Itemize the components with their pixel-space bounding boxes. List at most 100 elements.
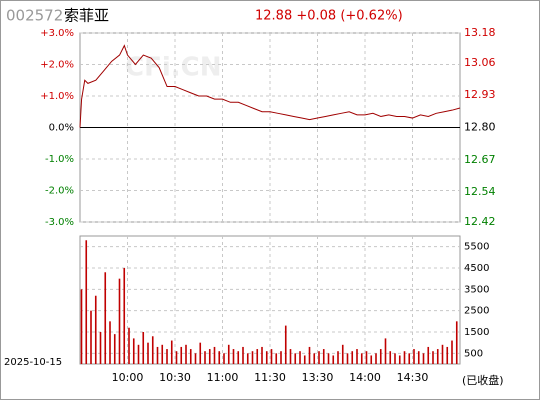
date: 2025-10-15 — [4, 357, 62, 368]
y-tick-label: -1.0% — [45, 154, 74, 165]
volume-bar — [356, 349, 358, 364]
volume-bar — [318, 351, 320, 364]
volume-bar — [185, 344, 187, 364]
x-tick-label: 13:30 — [302, 371, 334, 384]
volume-bar — [441, 344, 444, 364]
volume-bar — [237, 351, 240, 364]
volume-bar — [455, 321, 458, 364]
volume-bar — [104, 272, 107, 364]
volume-bar — [379, 349, 382, 364]
volume-bar — [208, 349, 211, 364]
volume-bar — [384, 338, 387, 364]
y-tick-label: +1.0% — [40, 91, 74, 102]
y2-tick-label: 12.80 — [464, 121, 496, 134]
volume-bar — [213, 346, 216, 364]
y2-tick-label: 12.93 — [464, 88, 496, 101]
volume-bar — [270, 349, 273, 364]
y-tick-label: 1500 — [464, 327, 489, 338]
volume-bar — [94, 295, 97, 364]
volume-bar — [175, 351, 178, 364]
stock-name: 索菲亚 — [64, 7, 109, 25]
y2-tick-label: 13.06 — [464, 56, 496, 69]
volume-bar — [427, 346, 430, 364]
volume-bar — [351, 351, 354, 364]
volume-bar — [394, 353, 396, 364]
volume-bar — [109, 321, 111, 364]
volume-bar — [408, 353, 411, 364]
x-tick-label: 11:00 — [207, 371, 239, 384]
volume-bar — [256, 349, 259, 364]
volume-bar — [223, 353, 225, 364]
y2-tick-label: 13.18 — [464, 26, 496, 39]
volume-bar — [128, 327, 130, 364]
volume-bar — [446, 346, 449, 364]
volume-bar — [432, 351, 434, 364]
volume-bar — [346, 353, 349, 364]
volume-bar — [337, 351, 339, 364]
volume-bar — [132, 338, 135, 364]
volume-bar — [90, 310, 92, 364]
y2-tick-label: 12.54 — [464, 185, 496, 198]
volume-bar — [251, 351, 254, 364]
volume-bar — [341, 344, 344, 364]
volume-bar — [189, 349, 192, 364]
y-tick-label: 3500 — [464, 284, 489, 295]
x-tick-label: 11:30 — [254, 371, 286, 384]
volume-bar — [360, 353, 363, 364]
volume-bar — [246, 353, 249, 364]
y-tick-label: +2.0% — [40, 60, 74, 71]
volume-bar — [99, 332, 102, 364]
volume-bar — [232, 349, 235, 364]
volume-bar — [389, 351, 392, 364]
volume-bar — [199, 342, 202, 364]
y-tick-label: 4500 — [464, 263, 489, 274]
quote: 12.88 +0.08 (+0.62%) — [255, 9, 403, 24]
volume-bar — [284, 325, 287, 364]
volume-bar — [137, 344, 140, 364]
volume-bar — [327, 353, 330, 364]
volume-bar — [403, 351, 406, 364]
volume-bar — [156, 346, 159, 364]
volume-bar — [294, 353, 297, 364]
volume-bar — [194, 353, 197, 364]
volume-bar — [80, 289, 83, 364]
volume-bar — [85, 240, 88, 364]
y-tick-label: -3.0% — [45, 217, 74, 228]
volume-bar — [166, 349, 168, 364]
volume-bar — [118, 278, 121, 364]
volume-bar — [218, 351, 221, 364]
x-tick-label: 10:30 — [159, 371, 191, 384]
volume-bar — [322, 349, 325, 364]
price-line — [79, 44, 461, 128]
volume-bar — [289, 349, 292, 364]
volume-bar — [227, 344, 230, 364]
volume-bar — [365, 351, 368, 364]
y-tick-label: -2.0% — [45, 186, 74, 197]
volume-bar — [332, 355, 335, 364]
x-tick-label: 14:30 — [397, 371, 429, 384]
y-tick-label: 5500 — [464, 242, 489, 253]
volume-bar — [275, 353, 278, 364]
volume-bar — [265, 351, 268, 364]
y2-tick-label: 12.67 — [464, 153, 496, 166]
x-tick-label: 10:00 — [112, 371, 144, 384]
watermark: CFi.CN — [125, 53, 221, 83]
volume-bar — [180, 346, 183, 364]
y-tick-label: 2500 — [464, 306, 489, 317]
volume-bar — [370, 355, 373, 364]
volume-bar — [313, 353, 316, 364]
volume-bar — [151, 336, 154, 364]
volume-bar — [113, 334, 116, 364]
volume-bar — [375, 353, 377, 364]
volume-bar — [161, 344, 164, 364]
volume-bar — [280, 351, 282, 364]
volume-bar — [147, 342, 149, 364]
y-tick-label: 500 — [464, 348, 483, 359]
volume-bar — [204, 351, 206, 364]
y2-tick-label: 12.42 — [464, 215, 496, 228]
volume-bar — [308, 346, 311, 364]
volume-bar — [299, 351, 301, 364]
status: (已收盘) — [462, 373, 504, 387]
volume-bar — [142, 332, 145, 364]
